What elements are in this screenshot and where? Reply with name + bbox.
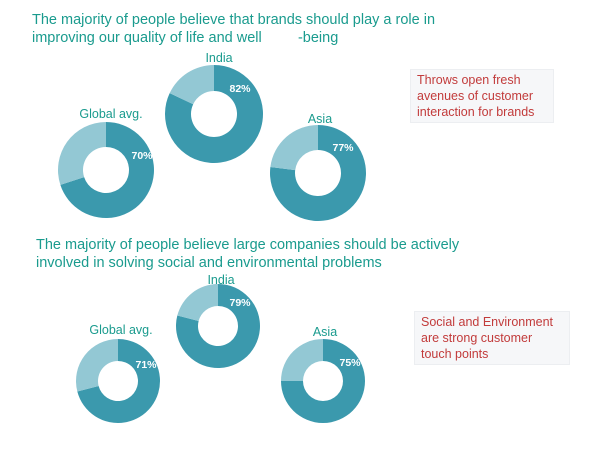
chart2-label-global-avg: Global avg. <box>89 323 152 337</box>
chart2-donut-india: India 79% <box>175 273 260 368</box>
chart2-value-india: 79% <box>229 297 251 309</box>
chart1-value-india: 82% <box>229 83 251 95</box>
chart1-callout-line1: Throws open fresh <box>417 73 521 87</box>
chart2-callout-line1: Social and Environment <box>421 315 554 329</box>
chart2-title-line1: The majority of people believe large com… <box>36 237 460 253</box>
chart1-slice-india-rest <box>169 65 214 105</box>
chart1-callout: Throws open fresh avenues of customer in… <box>410 69 554 123</box>
chart2-donut-asia: Asia 75% <box>281 325 365 423</box>
chart1-slice-global-avg-rest <box>58 122 106 185</box>
chart1-label-india: India <box>205 51 232 65</box>
chart2-slice-india-rest <box>177 284 218 322</box>
chart2-slice-asia-rest <box>281 339 323 381</box>
chart1-title-line1: The majority of people believe that bran… <box>32 12 436 28</box>
chart1-slice-asia-rest <box>270 125 318 171</box>
chart1-label-asia: Asia <box>308 112 332 126</box>
chart1-title: The majority of people believe that bran… <box>32 11 435 47</box>
chart1-value-global-avg: 70% <box>131 150 153 162</box>
chart2-title-line2: involved in solving social and environme… <box>36 255 382 271</box>
chart2-slice-asia-share <box>281 339 365 423</box>
chart2-slice-india-share <box>175 284 260 368</box>
chart1-donut-india: India 82% <box>165 51 263 163</box>
chart1-callout-line2: avenues of customer <box>417 89 534 103</box>
chart1-label-global-avg: Global avg. <box>79 107 142 121</box>
chart1-callout-line3: interaction for brands <box>417 105 535 119</box>
chart2-callout-line2: are strong customer <box>421 331 533 345</box>
chart2-label-asia: Asia <box>313 325 337 339</box>
chart2-callout: Social and Environment are strong custom… <box>414 311 570 365</box>
chart1-value-asia: 77% <box>332 142 354 154</box>
chart2-value-global-avg: 71% <box>135 359 157 371</box>
chart2-slice-global-avg-rest <box>75 339 118 392</box>
chart2-donut-global-avg: Global avg. 71% <box>75 323 160 423</box>
chart1-slice-india-share <box>165 65 263 163</box>
chart1-donut-asia: Asia 77% <box>270 112 367 221</box>
chart1-slice-global-avg-share <box>60 122 155 218</box>
chart1-slice-asia-share <box>270 125 367 221</box>
chart1-donut-global-avg: Global avg. 70% <box>58 107 155 218</box>
chart2-value-asia: 75% <box>339 357 361 369</box>
chart2-slice-global-avg-share <box>77 339 160 423</box>
chart1-title-line2: improving our quality of life and well -… <box>32 30 339 46</box>
chart2-label-india: India <box>207 273 234 287</box>
chart2-callout-line3: touch points <box>421 347 489 361</box>
chart2-title: The majority of people believe large com… <box>36 236 459 272</box>
